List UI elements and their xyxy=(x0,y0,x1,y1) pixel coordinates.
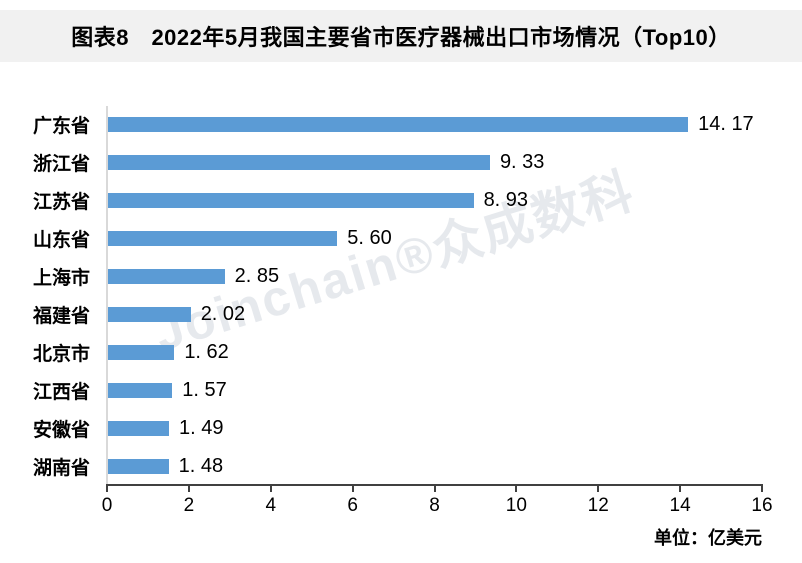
tick-label: 6 xyxy=(347,495,358,516)
bar-row: 北京市 1. 62 xyxy=(0,333,802,371)
tick-mark xyxy=(187,485,190,492)
category-label: 北京市 xyxy=(32,343,90,365)
tick-mark xyxy=(433,485,436,492)
bar xyxy=(108,117,689,133)
tick-mark xyxy=(106,485,108,492)
value-label: 14. 17 xyxy=(698,113,754,136)
category-label: 山东省 xyxy=(32,230,90,252)
category-label: 广东省 xyxy=(32,116,90,138)
value-label: 2. 02 xyxy=(200,302,246,325)
bar xyxy=(108,193,474,209)
bar-row: 广东省 14. 17 xyxy=(0,106,802,144)
tick-mark xyxy=(761,485,763,492)
value-label: 8. 93 xyxy=(483,189,529,212)
bar xyxy=(108,420,169,436)
category-label: 浙江省 xyxy=(32,154,90,176)
bar xyxy=(108,382,173,398)
value-label: 9. 33 xyxy=(499,151,545,174)
bar xyxy=(108,155,490,171)
category-label: 江苏省 xyxy=(32,192,90,214)
value-label: 1. 48 xyxy=(178,454,224,477)
value-label: 1. 57 xyxy=(182,378,227,401)
tick-mark xyxy=(351,485,354,492)
unit-label: 单位：亿美元 xyxy=(654,528,762,548)
bar-row: 安徽省 1. 49 xyxy=(0,409,802,447)
tick-label: 0 xyxy=(101,495,113,516)
chart-title: 图表8 2022年5月我国主要省市医疗器械出口市场情况（Top10） xyxy=(71,25,731,50)
chart-title-band: 图表8 2022年5月我国主要省市医疗器械出口市场情况（Top10） xyxy=(0,10,802,62)
category-label: 上海市 xyxy=(32,268,90,290)
bar-row: 湖南省 1. 48 xyxy=(0,447,802,485)
tick-label: 10 xyxy=(505,495,527,516)
tick-label: 12 xyxy=(587,495,609,516)
tick-label: 4 xyxy=(265,495,277,516)
category-label: 江西省 xyxy=(32,381,90,403)
tick-mark xyxy=(515,485,518,492)
value-label: 1. 49 xyxy=(178,416,224,439)
tick-mark xyxy=(597,485,600,492)
category-label: 安徽省 xyxy=(32,419,90,441)
bar xyxy=(108,458,169,474)
bar-row: 浙江省 9. 33 xyxy=(0,144,802,182)
tick-label: 16 xyxy=(751,495,773,516)
bar xyxy=(108,344,175,360)
bar xyxy=(108,231,338,247)
bar-row: 上海市 2. 85 xyxy=(0,258,802,296)
bar xyxy=(108,269,225,285)
category-label: 湖南省 xyxy=(32,457,90,479)
category-axis-line xyxy=(106,106,108,485)
bar-row: 江西省 1. 57 xyxy=(0,371,802,409)
value-label: 2. 85 xyxy=(234,265,280,288)
tick-mark xyxy=(679,485,682,492)
tick-label: 8 xyxy=(429,495,440,516)
bar-row: 福建省 2. 02 xyxy=(0,296,802,334)
tick-mark xyxy=(269,485,272,492)
category-label: 福建省 xyxy=(32,305,90,327)
bar-row: 江苏省 8. 93 xyxy=(0,182,802,220)
value-label: 1. 62 xyxy=(184,340,229,363)
value-label: 5. 60 xyxy=(347,227,392,250)
tick-label: 14 xyxy=(669,495,691,516)
tick-label: 2 xyxy=(183,495,195,516)
bar-row: 山东省 5. 60 xyxy=(0,220,802,258)
bar xyxy=(108,306,191,322)
